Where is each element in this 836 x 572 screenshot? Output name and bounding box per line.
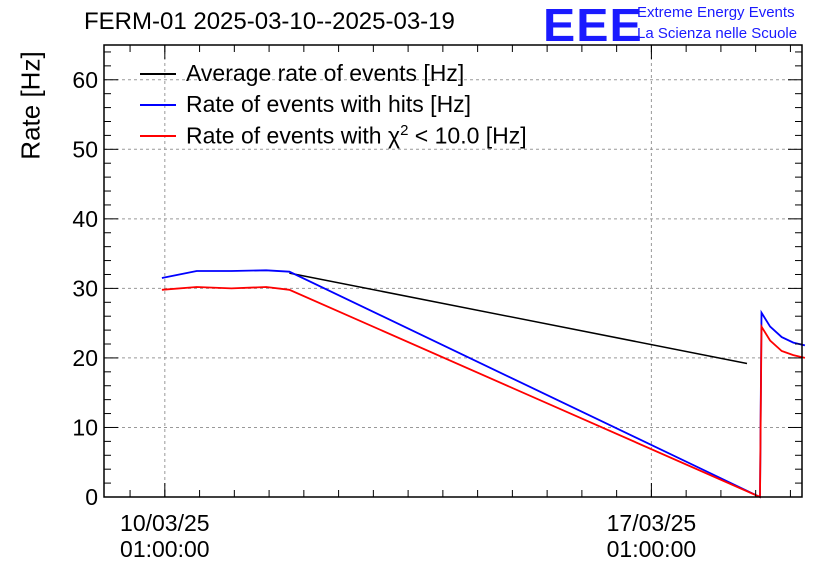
logo-line-2: La Scienza nelle Scuole <box>637 25 798 42</box>
y-tick-label: 50 <box>72 136 98 162</box>
legend-swatch-average <box>140 72 176 75</box>
legend-swatch-hits <box>140 103 176 106</box>
legend-label-average: Average rate of events [Hz] <box>186 60 465 86</box>
grid-lines <box>104 45 802 497</box>
y-tick-label: 60 <box>72 67 98 93</box>
chart-title: FERM-01 2025-03-10--2025-03-19 <box>84 8 455 35</box>
x-tick-label-time: 01:00:00 <box>607 536 697 562</box>
y-axis-label: Rate [Hz] <box>15 51 46 160</box>
series-line-0 <box>289 272 748 365</box>
y-tick-label: 20 <box>72 345 98 371</box>
x-tick-label-date: 17/03/25 <box>607 510 697 536</box>
series-line-2 <box>161 286 806 499</box>
legend-label-chi2: Rate of events with χ2 < 10.0 [Hz] <box>186 122 527 150</box>
legend-entry-hits: Rate of events with hits [Hz] <box>140 89 527 120</box>
series-lines <box>161 269 806 499</box>
tick-labels: 010203040506010/03/2501:00:0017/03/2501:… <box>72 67 696 562</box>
y-tick-label: 30 <box>72 275 98 301</box>
y-tick-label: 10 <box>72 414 98 440</box>
axis-ticks <box>104 45 802 498</box>
y-tick-label: 40 <box>72 206 98 232</box>
y-tick-label: 0 <box>85 484 98 510</box>
legend-entry-average: Average rate of events [Hz] <box>140 58 527 89</box>
series-line-1 <box>161 269 806 499</box>
plot-frame <box>103 44 803 498</box>
x-tick-label-time: 01:00:00 <box>120 536 210 562</box>
legend-label-chi2-a: Rate of events with χ <box>186 122 401 149</box>
legend-entry-chi2: Rate of events with χ2 < 10.0 [Hz] <box>140 120 527 151</box>
x-tick-label-date: 10/03/25 <box>120 510 210 536</box>
legend-label-chi2-b: < 10.0 [Hz] <box>408 122 527 149</box>
legend: Average rate of events [Hz] Rate of even… <box>140 58 527 151</box>
legend-label-hits: Rate of events with hits [Hz] <box>186 91 472 117</box>
legend-swatch-chi2 <box>140 134 176 137</box>
logo-line-1: Extreme Energy Events <box>637 4 795 21</box>
eee-logo: EEE <box>543 0 643 51</box>
legend-label-chi2-sup: 2 <box>400 121 409 139</box>
